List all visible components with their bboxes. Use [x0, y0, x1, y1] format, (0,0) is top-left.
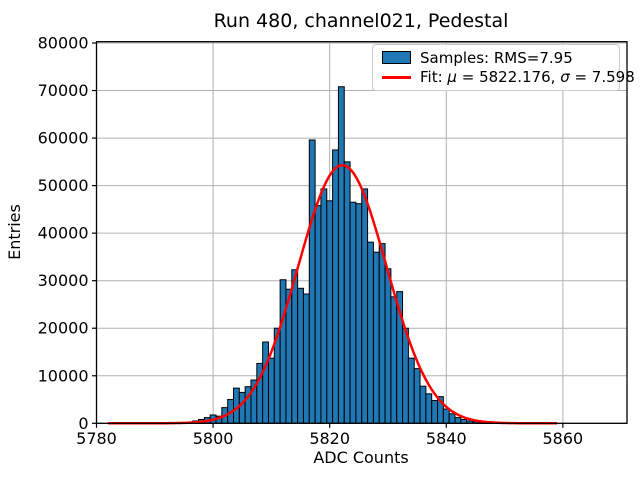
histogram-bar — [402, 327, 409, 424]
y-tick-label: 50000 — [38, 176, 89, 195]
histogram-bar — [302, 293, 310, 424]
chart-title: Run 480, channel021, Pedestal — [214, 10, 509, 32]
histogram-bar — [448, 413, 456, 424]
histogram-bar — [431, 399, 439, 424]
histogram-bar — [238, 391, 246, 424]
x-tick-label: 5800 — [193, 429, 234, 448]
histogram-swatch — [382, 51, 411, 65]
histogram-bar — [320, 188, 328, 424]
y-tick-label: 10000 — [38, 366, 89, 385]
legend-entry-fit: Fit: μ = 5822.176, σ = 7.598 — [382, 68, 635, 86]
legend-entry-samples: Samples: RMS=7.95 — [382, 49, 610, 67]
y-tick-label: 20000 — [38, 319, 89, 338]
x-tick-label: 5780 — [76, 429, 117, 448]
histogram-bar — [343, 161, 351, 424]
histogram-bar — [267, 357, 275, 424]
legend-samples-label: Samples: RMS=7.95 — [420, 48, 573, 67]
mu-symbol: μ — [447, 68, 457, 87]
fit-mu-value: = 5822.176, — [456, 68, 561, 87]
fit-label-prefix: Fit: — [420, 68, 448, 87]
sigma-symbol: σ — [560, 68, 570, 87]
histogram-bar — [407, 357, 415, 424]
histogram-bar — [308, 139, 316, 424]
histogram-bar — [372, 251, 380, 424]
fit-line-swatch — [382, 75, 411, 79]
histogram-bar — [262, 341, 269, 424]
histogram-bar — [413, 368, 421, 424]
y-tick-label: 60000 — [38, 129, 89, 148]
histogram-bar — [349, 201, 357, 424]
legend-fit-label: Fit: μ = 5822.176, σ = 7.598 — [420, 68, 635, 86]
x-tick-label: 5860 — [543, 429, 584, 448]
histogram-bar — [378, 243, 386, 424]
x-axis-label: ADC Counts — [313, 448, 408, 467]
histogram-bar — [326, 200, 334, 424]
histogram-bar — [291, 269, 299, 424]
histogram-bar — [297, 287, 304, 424]
histogram-bar — [442, 408, 450, 424]
x-tick-label: 5840 — [426, 429, 467, 448]
histogram-bar — [384, 268, 392, 424]
y-tick-label: 70000 — [38, 81, 89, 100]
y-tick-label: 0 — [78, 414, 88, 433]
histogram-bar — [355, 203, 363, 424]
histogram-bar — [337, 86, 345, 424]
legend: Samples: RMS=7.95 Fit: μ = 5822.176, σ =… — [372, 44, 635, 91]
histogram-bar — [419, 385, 427, 424]
y-tick-label: 80000 — [38, 34, 89, 53]
histogram-bar — [314, 205, 322, 424]
histogram-bar — [279, 279, 287, 424]
axes-box — [95, 41, 628, 424]
fit-sigma-value: = 7.598 — [569, 68, 635, 87]
histogram-bar — [454, 417, 462, 424]
histogram-bar — [361, 188, 369, 424]
y-tick-label: 40000 — [38, 224, 89, 243]
histogram-bar — [332, 149, 339, 424]
x-tick-label: 5820 — [309, 429, 350, 448]
y-axis-label: Entries — [5, 204, 24, 260]
histogram-bar — [425, 393, 433, 424]
y-tick-label: 30000 — [38, 271, 89, 290]
histogram-bar — [367, 241, 374, 424]
histogram-bar — [390, 296, 398, 424]
